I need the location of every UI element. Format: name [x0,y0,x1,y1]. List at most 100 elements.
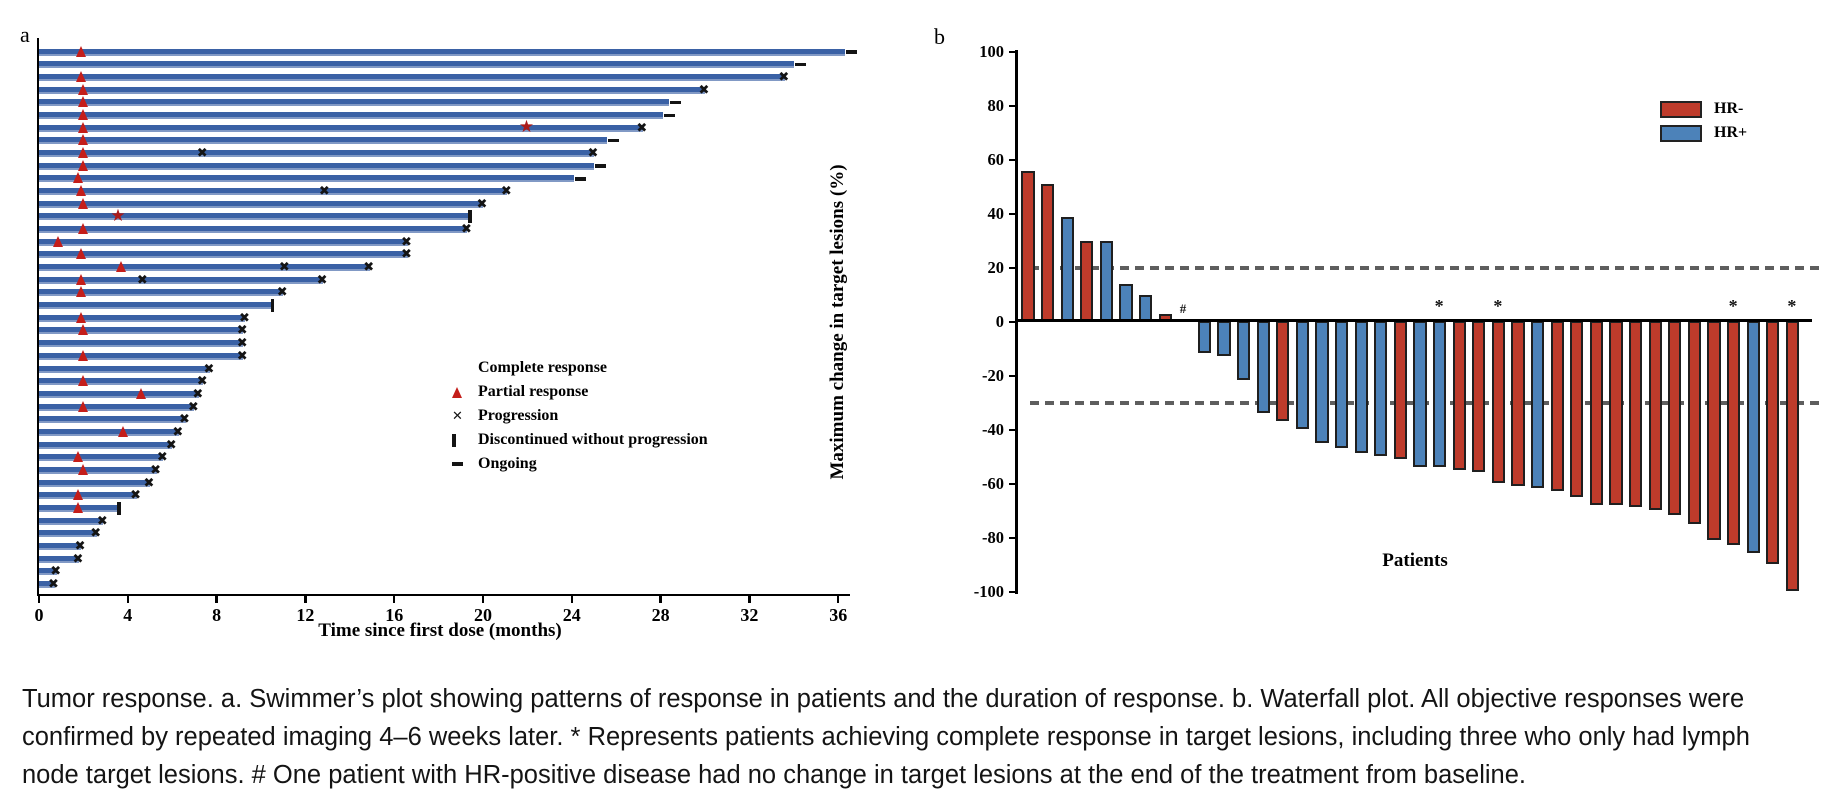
waterfall-bar [1138,295,1153,322]
partial-response-icon [75,273,86,285]
progression-icon: ✖ [587,145,599,161]
progression-icon: ✖ [778,69,790,85]
swimmer-x-tick-label: 12 [296,604,315,625]
swimmer-bar [39,517,104,525]
waterfall-bar [1687,321,1702,524]
waterfall-bar [1530,321,1545,489]
waterfall-bar [1021,170,1035,322]
waterfall-bar [1236,321,1251,381]
partial-response-icon [77,146,88,158]
waterfall-y-tick [1008,50,1016,54]
asterisk-marker: * [1493,296,1503,316]
swimmer-bar [39,530,97,538]
partial-response-icon [73,489,84,501]
ongoing-icon [595,164,606,168]
partial-response-icon [77,463,88,475]
swimmer-bar [39,466,157,474]
progression-icon: ✖ [276,285,288,301]
legend-item-hr-positive: HR+ [1660,124,1747,142]
caption-line-1: Tumor response. a. Swimmer’s plot showin… [22,685,1745,713]
swimmer-bar [39,454,164,462]
progression-icon: ✖ [476,196,488,212]
waterfall-y-tick-label: -100 [973,582,1004,601]
swimmer-x-axis [36,593,850,596]
swimmer-bar [39,175,575,183]
waterfall-bar [1707,321,1721,540]
waterfall-y-tick-label: 80 [987,96,1005,115]
swimmer-bar [39,416,186,424]
swimmer-bar [39,403,195,411]
progression-icon: ✖ [363,260,375,276]
swimmer-x-tick [37,596,41,603]
hr-negative-swatch [1660,100,1702,118]
progression-icon: ✖ [165,437,177,453]
waterfall-y-tick [1008,158,1016,162]
legend-item-discontinued: Discontinued without progression [452,428,708,452]
waterfall-bar [1432,321,1447,467]
progression-icon: ✖ [500,183,512,199]
legend-item-hr-negative: HR- [1660,100,1743,118]
waterfall-y-tick [1008,590,1016,594]
partial-response-icon [75,286,86,298]
swimmer-x-tick-label: 36 [829,604,848,625]
partial-response-icon [77,83,88,95]
progression-icon: ✖ [50,564,62,580]
ongoing-icon [663,113,675,118]
swimmer-x-tick [570,596,573,603]
hr-positive-swatch [1660,124,1702,142]
partial-response-icon [77,159,88,171]
progression-x-icon: ✕ [452,408,463,424]
legend-item-partial-response: Partial response [452,380,588,404]
waterfall-bar [1570,321,1584,497]
swimmer-bar [39,378,204,386]
swimmer-bar [39,124,643,132]
progression-icon: ✖ [196,374,208,390]
waterfall-y-tick [1008,212,1016,216]
swimmer-bar [39,187,508,195]
progression-icon: ✖ [196,145,208,161]
partial-response-icon [77,375,88,387]
progression-icon: ✖ [236,348,248,364]
partial-response-icon [135,387,146,399]
swimmer-bar [39,213,470,221]
waterfall-plot: 100 80 60 40 20 0 -20 -40 -60 -80 -100 # * * * * [973,42,1822,601]
partial-response-icon [53,235,64,247]
swimmer-bar [39,48,845,56]
waterfall-y-tick [1008,428,1016,432]
progression-icon: ✖ [136,272,148,288]
discontinued-icon [117,501,121,515]
progression-icon: ✖ [96,513,108,529]
swimmer-x-tick-label: 24 [562,604,581,625]
progression-icon: ✖ [187,399,199,415]
swimmer-bar [39,428,179,436]
waterfall-bar [1197,321,1212,354]
partial-response-icon [77,96,88,108]
swimmer-bar [39,365,210,373]
swimmer-bar [39,162,594,170]
ongoing-icon [670,100,682,105]
progression-icon: ✖ [179,412,190,428]
legend-item-ongoing: Ongoing [452,452,537,476]
ongoing-dash-icon [452,462,478,466]
swimmer-bar [39,543,82,551]
waterfall-bar [1119,284,1133,322]
swimmer-x-tick [126,596,129,603]
swimmer-x-tick [481,596,485,603]
asterisk-marker: * [1728,296,1738,316]
waterfall-y-tick-label: -40 [982,420,1004,439]
waterfall-bar [1609,321,1623,505]
waterfall-bar [1060,216,1074,322]
waterfall-y-tick [1008,104,1016,108]
swimmer-bar [39,137,608,145]
partial-response-icon [73,501,84,513]
swimmer-bar [39,327,244,335]
swimmer-bar [39,111,663,119]
swimmer-x-tick-label: 8 [212,604,222,625]
waterfall-bar [1217,321,1231,357]
progression-icon: ✖ [203,361,215,377]
swimmer-bar [39,441,173,449]
waterfall-bar [1472,321,1486,473]
swimmer-x-tick [748,596,751,603]
swimmer-x-tick [837,596,840,603]
swimmer-bar [39,492,137,500]
